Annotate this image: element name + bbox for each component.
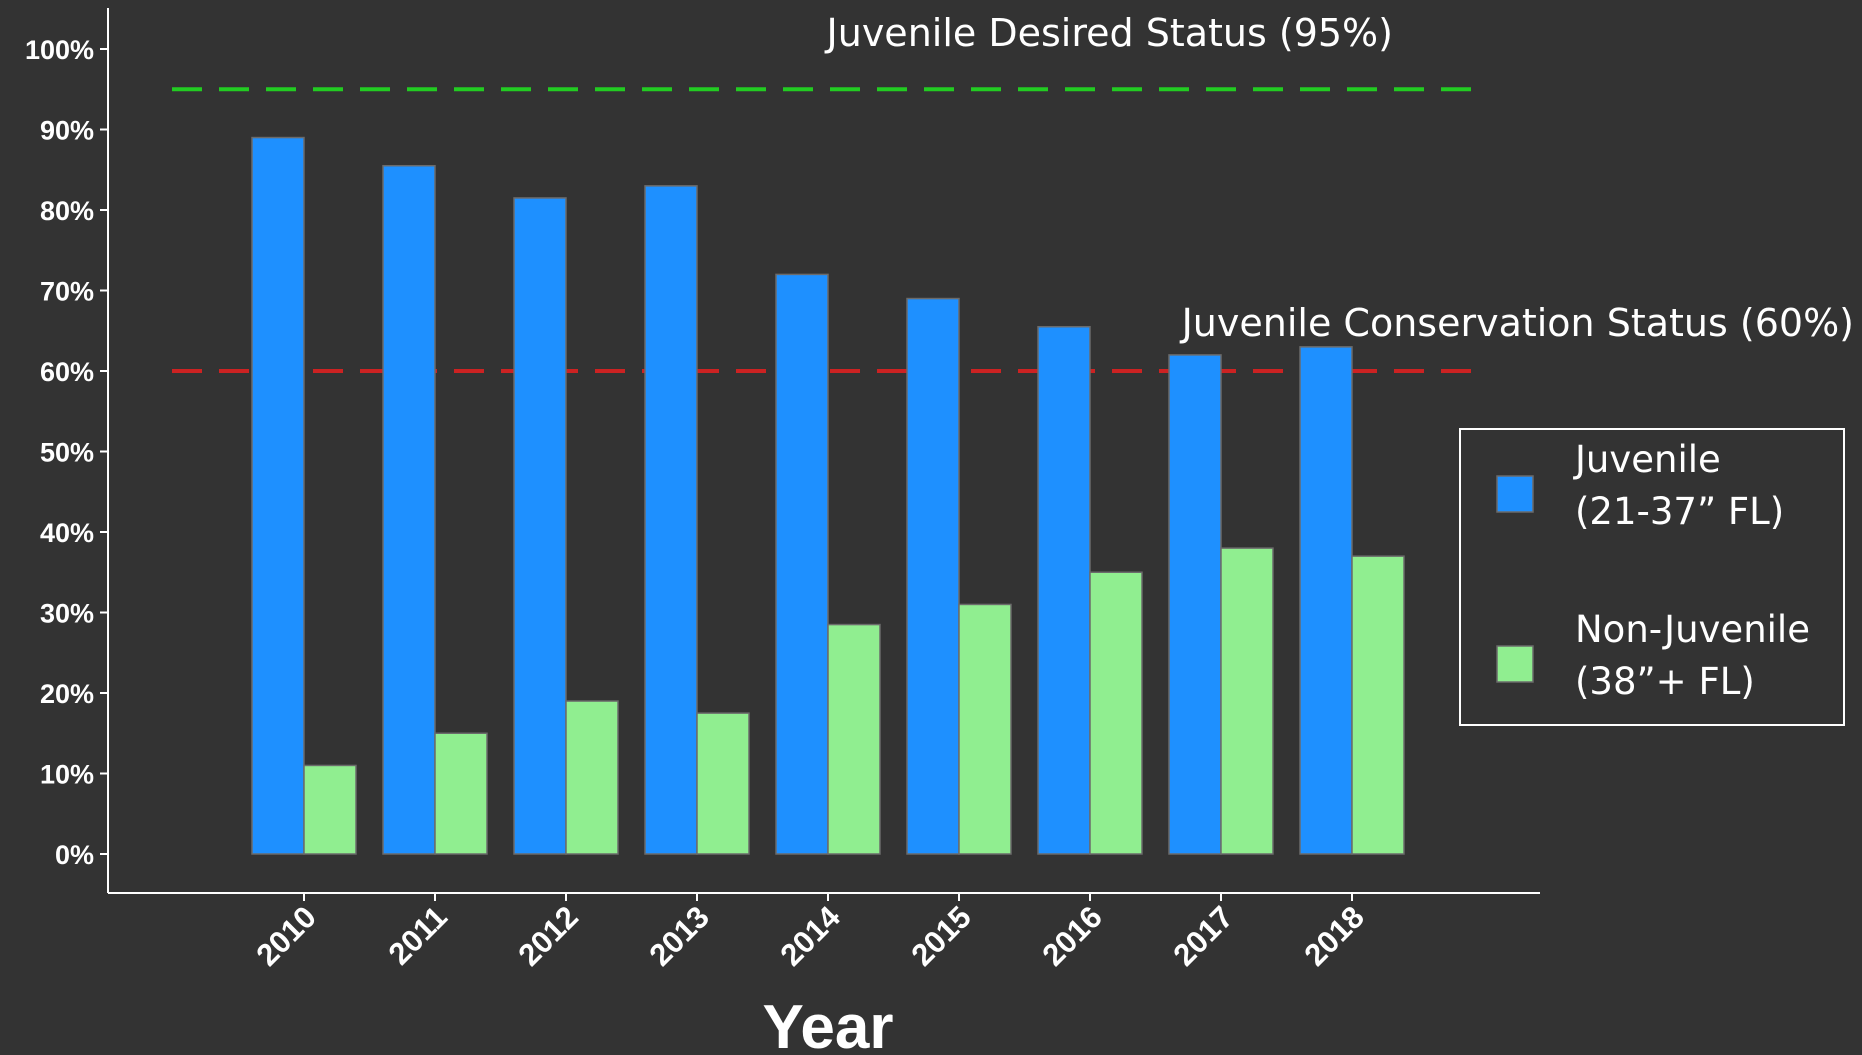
y-tick-label: 100% (25, 35, 94, 65)
x-tick-label: 2010 (249, 899, 323, 973)
x-tick-label: 2013 (642, 899, 716, 973)
bar-non-juvenile-2015 (958, 603, 1012, 855)
legend-label-non-juvenile: Non-Juvenile (1575, 608, 1810, 651)
bar-juvenile-2015 (906, 297, 960, 855)
bar-juvenile-2011 (382, 164, 436, 855)
reference-lines: Juvenile Desired Status (95%) Juvenile Co… (172, 11, 1854, 373)
bar-non-juvenile-2016 (1089, 571, 1143, 855)
x-tick-label: 2017 (1166, 899, 1240, 973)
x-tick-label: 2014 (773, 899, 847, 973)
y-tick-label: 40% (40, 518, 94, 548)
legend-box (1459, 428, 1845, 726)
bar-juvenile-2017 (1168, 354, 1222, 855)
reference-line-label: Juvenile Conservation Status (60%) (1180, 301, 1854, 345)
bar-non-juvenile-2010 (303, 764, 357, 855)
reference-line-label: Juvenile Desired Status (95%) (825, 11, 1393, 55)
legend-swatch-juvenile (1496, 475, 1534, 513)
x-tick-label: 2011 (382, 899, 454, 971)
legend-label-juvenile: (21-37” FL) (1575, 490, 1784, 533)
x-tick-label: 2015 (904, 899, 978, 973)
bar-non-juvenile-2011 (434, 732, 488, 855)
legend: Juvenile (21-37” FL) Non-Juvenile (38”+ FL) (1459, 428, 1845, 726)
bar-non-juvenile-2013 (696, 712, 750, 855)
y-tick-label: 30% (40, 599, 94, 629)
y-tick-label: 60% (40, 357, 94, 387)
x-tick-label: 2012 (511, 899, 585, 973)
bar-non-juvenile-2018 (1351, 555, 1405, 855)
legend-label-juvenile: Juvenile (1573, 438, 1721, 481)
bars-group (251, 136, 1405, 855)
bar-juvenile-2014 (775, 273, 829, 855)
y-tick-label: 90% (40, 116, 94, 146)
y-tick-label: 50% (40, 438, 94, 468)
x-axis-ticks: 2010 2011 2012 2013 2014 2015 2016 2017 2018 (249, 893, 1371, 973)
y-axis-ticks: 0% 10% 20% 30% 40% 50% 60% 70% 80% 90% 100% (25, 35, 108, 870)
bar-juvenile-2013 (644, 185, 698, 855)
y-tick-label: 20% (40, 679, 94, 709)
bar-juvenile-2012 (513, 197, 567, 855)
y-tick-label: 0% (55, 840, 94, 870)
bar-non-juvenile-2012 (565, 700, 619, 855)
bar-juvenile-2010 (251, 136, 305, 855)
x-axis-title: Year (762, 993, 893, 1055)
bar-juvenile-2018 (1299, 346, 1353, 855)
x-tick-label: 2018 (1297, 899, 1371, 973)
bar-juvenile-2016 (1037, 325, 1091, 855)
y-tick-label: 10% (40, 760, 94, 790)
y-tick-label: 70% (40, 277, 94, 307)
x-tick-label: 2016 (1035, 899, 1109, 973)
bar-non-juvenile-2017 (1220, 547, 1274, 855)
bar-non-juvenile-2014 (827, 623, 881, 855)
legend-label-non-juvenile: (38”+ FL) (1575, 660, 1755, 703)
legend-swatch-non-juvenile (1496, 645, 1534, 683)
y-tick-label: 80% (40, 196, 94, 226)
